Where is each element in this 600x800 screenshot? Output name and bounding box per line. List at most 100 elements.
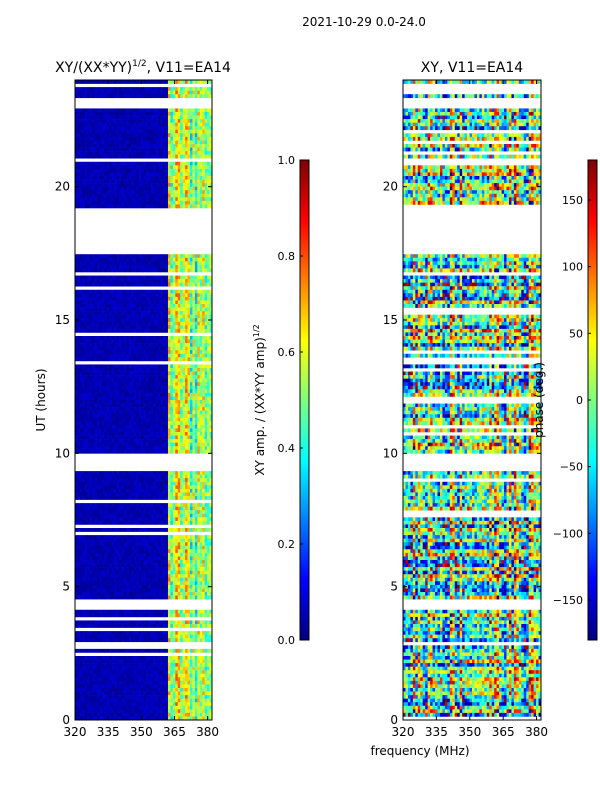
heatmap-cell bbox=[128, 87, 132, 91]
heatmap-cell bbox=[158, 293, 162, 298]
heatmap-cell bbox=[94, 375, 98, 379]
heatmap-cell bbox=[114, 144, 117, 148]
heatmap-cell bbox=[109, 446, 113, 451]
heatmap-cell bbox=[94, 432, 98, 436]
heatmap-cell bbox=[160, 94, 164, 99]
heatmap-cell bbox=[199, 168, 203, 173]
heatmap-cell bbox=[77, 314, 81, 319]
heatmap-cell bbox=[92, 289, 95, 294]
heatmap-cell bbox=[153, 108, 157, 113]
heatmap-cell bbox=[109, 353, 113, 358]
heatmap-cell bbox=[79, 307, 83, 312]
heatmap-cell bbox=[180, 112, 184, 116]
heatmap-cell bbox=[123, 80, 127, 84]
heatmap-cell bbox=[185, 353, 188, 358]
heatmap-cell bbox=[84, 492, 88, 497]
heatmap-cell bbox=[207, 136, 210, 141]
heatmap-cell bbox=[170, 488, 174, 493]
heatmap-cell bbox=[136, 129, 140, 134]
heatmap-cell bbox=[121, 328, 125, 333]
heatmap-cell bbox=[182, 289, 186, 294]
heatmap-cell bbox=[106, 179, 110, 184]
heatmap-cell bbox=[187, 371, 191, 376]
heatmap-cell bbox=[77, 129, 81, 134]
heatmap-cell bbox=[194, 350, 198, 355]
heatmap-cell bbox=[189, 289, 193, 294]
heatmap-cell bbox=[106, 435, 110, 440]
heatmap-cell bbox=[202, 140, 206, 145]
heatmap-cell bbox=[177, 485, 181, 490]
heatmap-cell bbox=[204, 112, 208, 116]
heatmap-cell bbox=[89, 193, 93, 198]
heatmap-cell bbox=[121, 382, 125, 387]
heatmap-cell bbox=[97, 353, 100, 358]
heatmap-cell bbox=[79, 328, 83, 333]
heatmap-cell bbox=[182, 279, 186, 283]
heatmap-cell bbox=[89, 474, 93, 479]
heatmap-cell bbox=[155, 275, 159, 280]
heatmap-cell bbox=[155, 375, 159, 379]
heatmap-cell bbox=[204, 108, 208, 113]
heatmap-cell bbox=[77, 410, 81, 415]
heatmap-cell bbox=[177, 328, 181, 333]
heatmap-cell bbox=[75, 396, 78, 401]
heatmap-cell bbox=[114, 161, 117, 166]
heatmap-cell bbox=[128, 289, 132, 294]
heatmap-cell bbox=[160, 108, 164, 113]
heatmap-cell bbox=[141, 172, 144, 177]
heatmap-cell bbox=[150, 488, 154, 493]
heatmap-cell bbox=[182, 471, 186, 475]
heatmap-cell bbox=[172, 279, 176, 283]
heatmap-cell bbox=[167, 179, 171, 184]
heatmap-cell bbox=[84, 407, 88, 411]
heatmap-cell bbox=[145, 136, 149, 141]
heatmap-cell bbox=[199, 179, 203, 184]
heatmap-cell bbox=[187, 488, 191, 493]
heatmap-cell bbox=[123, 279, 127, 283]
heatmap-cell bbox=[175, 392, 179, 397]
heatmap-cell bbox=[99, 353, 103, 358]
heatmap-cell bbox=[197, 449, 201, 454]
heatmap-cell bbox=[128, 485, 132, 490]
heatmap-cell bbox=[192, 168, 196, 173]
heatmap-cell bbox=[136, 321, 140, 326]
heatmap-cell bbox=[138, 140, 142, 145]
heatmap-cell bbox=[163, 190, 166, 195]
heatmap-cell bbox=[75, 314, 78, 319]
heatmap-cell bbox=[189, 112, 193, 116]
heatmap-cell bbox=[138, 268, 142, 273]
heatmap-cell bbox=[116, 385, 120, 390]
heatmap-cell bbox=[106, 368, 110, 372]
heatmap-cell bbox=[126, 80, 130, 84]
heatmap-cell bbox=[187, 293, 191, 298]
heatmap-cell bbox=[170, 339, 174, 344]
heatmap-cell bbox=[170, 190, 174, 195]
heatmap-cell bbox=[185, 136, 188, 141]
heatmap-cell bbox=[114, 257, 117, 262]
heatmap-cell bbox=[150, 414, 154, 419]
heatmap-cell bbox=[199, 417, 203, 422]
heatmap-cell bbox=[197, 325, 201, 330]
heatmap-cell bbox=[180, 183, 184, 187]
heatmap-cell bbox=[84, 346, 88, 351]
heatmap-cell bbox=[163, 311, 166, 315]
heatmap-cell bbox=[175, 478, 179, 483]
heatmap-cell bbox=[136, 275, 140, 280]
heatmap-cell bbox=[150, 133, 154, 138]
heatmap-cell bbox=[131, 200, 135, 205]
heatmap-cell bbox=[82, 375, 86, 379]
heatmap-cell bbox=[197, 151, 201, 155]
heatmap-cell bbox=[116, 161, 120, 166]
heatmap-cell bbox=[209, 336, 212, 340]
heatmap-cell bbox=[89, 407, 93, 411]
heatmap-cell bbox=[202, 339, 206, 344]
heatmap-cell bbox=[155, 165, 159, 170]
heatmap-cell bbox=[138, 449, 142, 454]
heatmap-cell bbox=[114, 190, 117, 195]
heatmap-cell bbox=[185, 129, 188, 134]
heatmap-cell bbox=[182, 268, 186, 273]
heatmap-cell bbox=[121, 161, 125, 166]
heatmap-cell bbox=[111, 261, 115, 266]
heatmap-cell bbox=[79, 424, 83, 429]
heatmap-cell bbox=[158, 407, 162, 411]
